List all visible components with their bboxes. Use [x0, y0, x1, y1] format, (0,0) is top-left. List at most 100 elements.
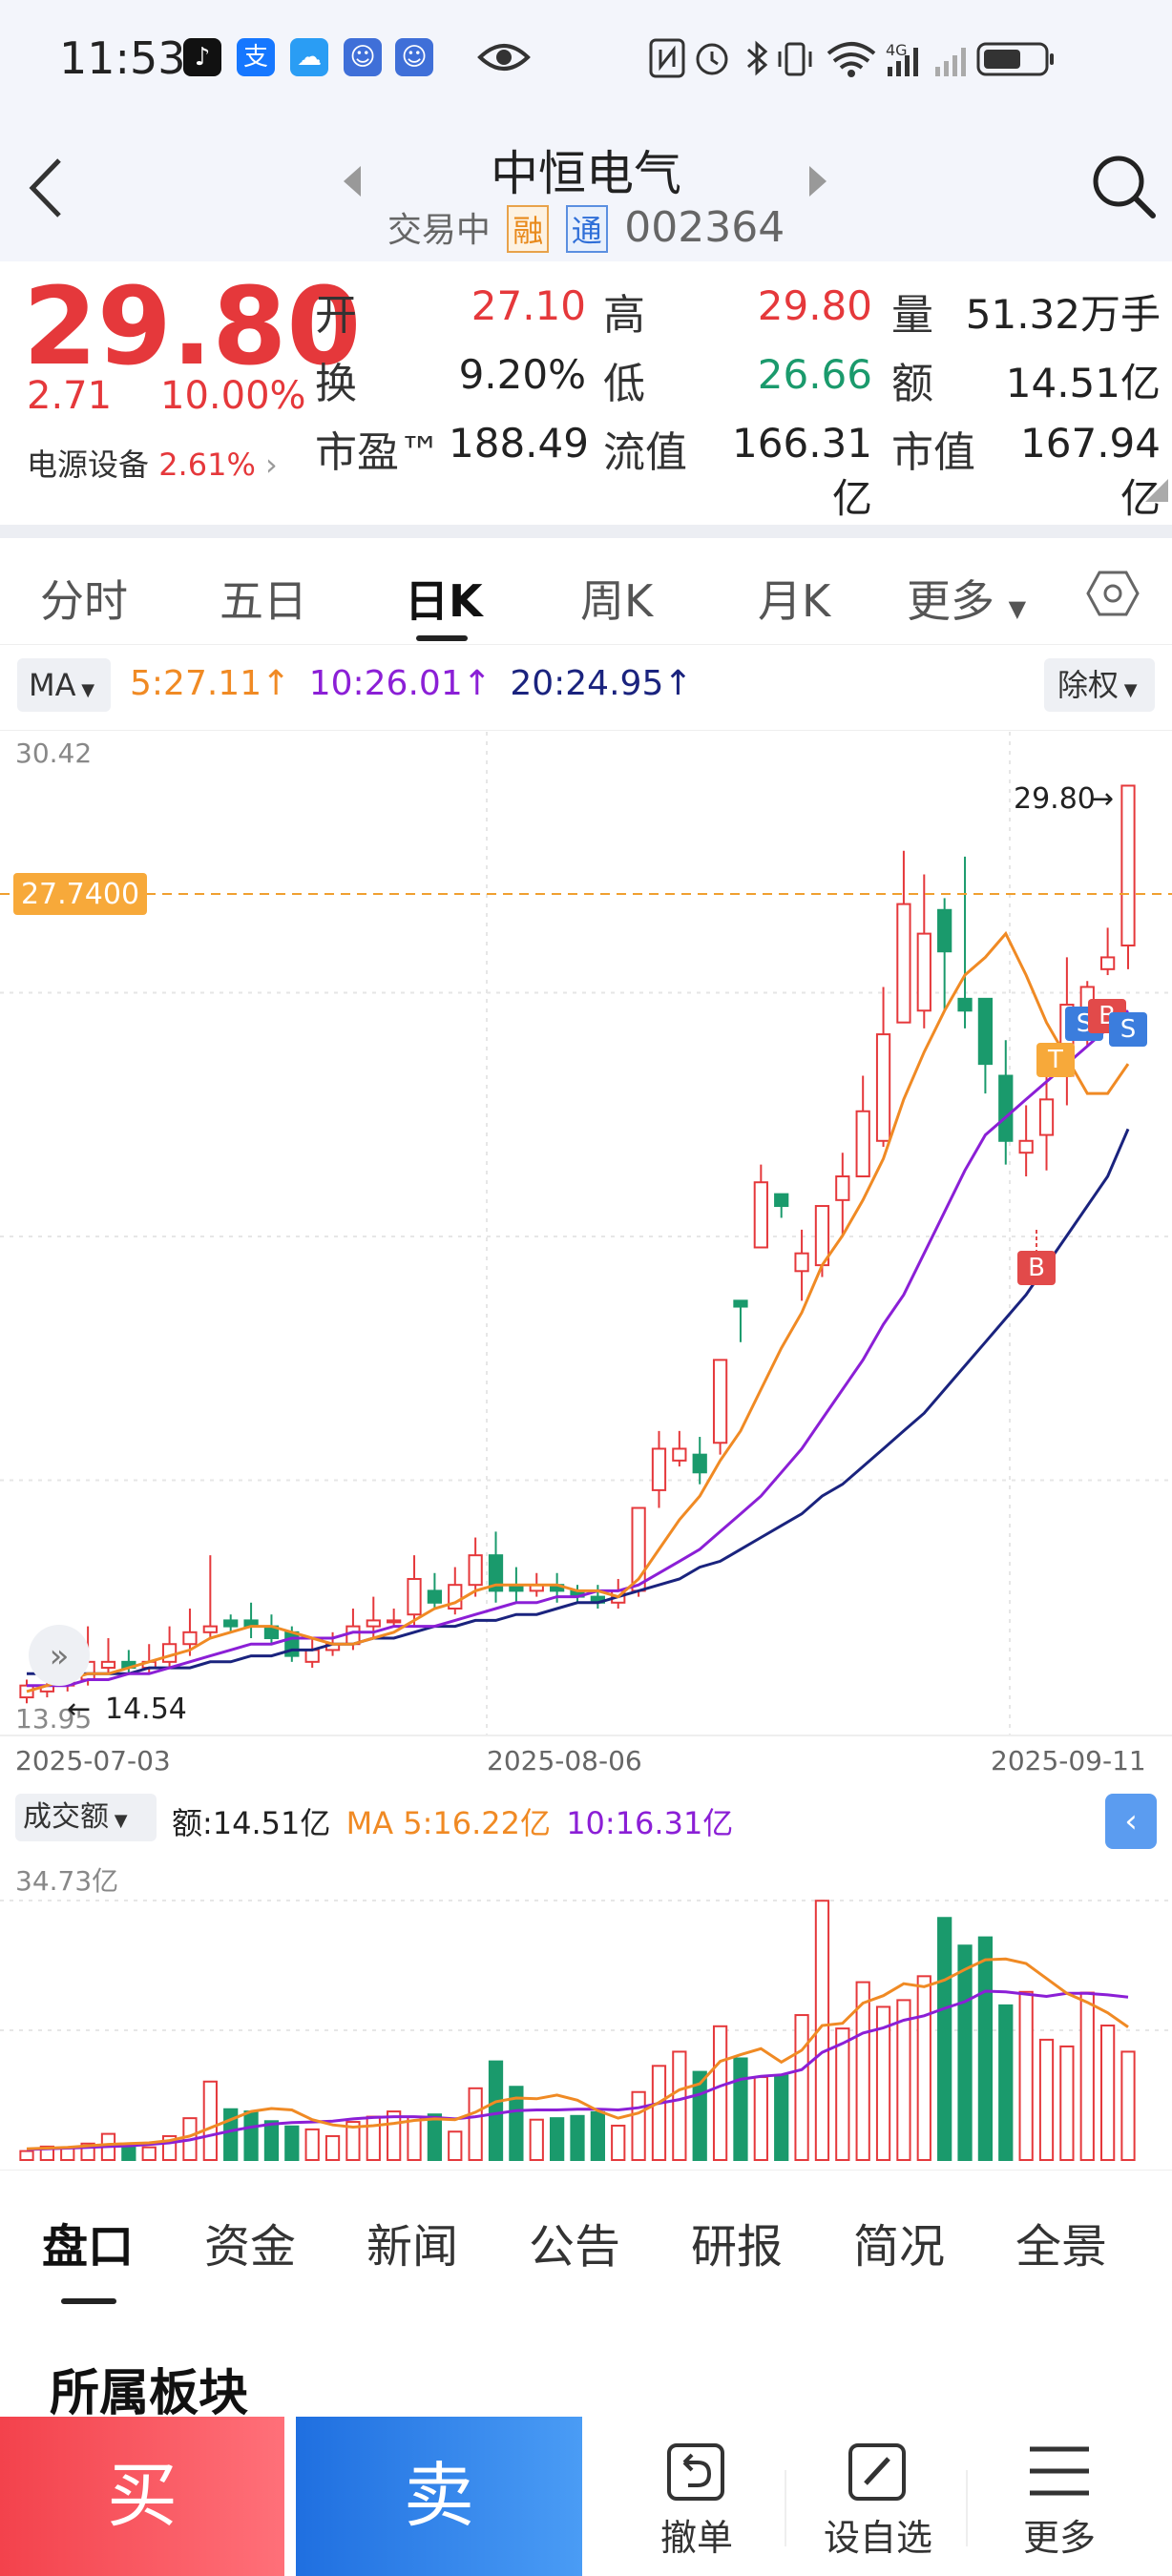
t-marker	[1036, 1043, 1075, 1077]
date-mid: 2025-08-06	[487, 1745, 642, 1776]
edit-icon	[848, 2443, 906, 2501]
candle-body	[161, 1643, 178, 1663]
prev-stock-icon[interactable]	[340, 162, 366, 200]
tab-overview[interactable]: 全景	[1015, 2220, 1108, 2274]
volume-bar	[427, 2113, 443, 2161]
volume-selector[interactable]: 成交额 ▼	[15, 1794, 157, 1841]
volume-label: 量	[891, 291, 933, 340]
sell-marker-2-label: S	[1120, 1015, 1137, 1044]
tab-news[interactable]: 新闻	[366, 2220, 459, 2274]
candle-body	[407, 1577, 422, 1616]
chart-settings-icon[interactable]	[1086, 567, 1140, 620]
tab-announcements[interactable]: 公告	[529, 2220, 621, 2274]
volume-bar	[875, 2005, 891, 2161]
tab-more[interactable]: 更多 ▼	[907, 567, 1026, 630]
eye-icon	[477, 44, 531, 71]
stock-header: 中恒电气 交易中 融 通 002364	[0, 116, 1172, 261]
sector-pct: 2.61%	[158, 447, 256, 483]
candle-body	[468, 1554, 483, 1587]
next-stock-icon[interactable]	[804, 162, 830, 200]
candle-body	[916, 932, 931, 1012]
low-value: 26.66	[757, 351, 872, 398]
corner-arrow-icon	[1145, 479, 1168, 502]
volume-bar	[651, 2065, 667, 2162]
t-marker-label: T	[1047, 1046, 1063, 1074]
candle-body	[937, 908, 952, 953]
caret-down-icon: ▼	[109, 1811, 128, 1831]
action-bar: 买 卖 撤单 设自选 更多	[0, 2417, 1172, 2576]
volume-bar	[1120, 2050, 1136, 2161]
add-watchlist-button[interactable]: 设自选	[792, 2417, 964, 2576]
ma20-up-icon: ↑	[663, 664, 693, 703]
volume-bar	[977, 1936, 994, 2161]
ma20-line	[27, 1128, 1130, 1675]
candle-body	[1120, 784, 1136, 947]
date-start: 2025-07-03	[15, 1745, 171, 1776]
current-price: 29.80	[23, 265, 362, 389]
ma5-value: 5:27.11	[130, 664, 262, 703]
kline-chart[interactable]: 27.7400 30.42 13.95 29.80 → ← 14.54 B S …	[0, 732, 1172, 1776]
candle-body	[733, 1299, 748, 1308]
candle-body	[651, 1447, 667, 1491]
max-arrow-icon: →	[1090, 782, 1114, 816]
chevron-right-icon: ›	[265, 447, 278, 483]
section-title: 所属板块	[50, 2365, 249, 2422]
tab-funds[interactable]: 资金	[204, 2220, 297, 2274]
tab-five-day[interactable]: 五日	[220, 575, 307, 627]
tab-daily-k[interactable]: 日K	[405, 575, 483, 627]
search-icon[interactable]	[1090, 153, 1159, 221]
ma-selector[interactable]: MA ▼	[17, 658, 111, 712]
adjust-selector[interactable]: 除权 ▼	[1044, 658, 1155, 712]
wifi-icon	[827, 42, 876, 77]
sell-button-label: 卖	[404, 2455, 474, 2537]
cancel-order-button[interactable]: 撤单	[611, 2417, 783, 2576]
max-price-label: 29.80	[1014, 782, 1096, 816]
volume-bar	[672, 2050, 687, 2161]
action-divider-2	[966, 2470, 968, 2546]
collapse-button	[29, 1625, 90, 1686]
sector-section: 所属板块	[0, 2313, 1172, 2422]
cancel-order-label: 撤单	[659, 2517, 733, 2559]
candle-body	[712, 1359, 728, 1444]
tab-monthly-k[interactable]: 月K	[758, 575, 831, 627]
volume-chart[interactable]	[0, 1776, 1172, 2170]
badge-rong: 融	[507, 205, 550, 253]
status-bar: 11:53 ♪ 支 ☁ ☺ ☺ 4G	[0, 0, 1172, 116]
float-cap-label: 流值	[603, 428, 687, 477]
volume-ma-lines	[26, 1957, 1129, 2151]
tab-profile[interactable]: 简况	[853, 2220, 946, 2274]
volume-bar	[366, 2115, 381, 2161]
adjust-selector-label: 除权	[1057, 667, 1120, 703]
tab-timeshare[interactable]: 分时	[40, 575, 128, 627]
active-info-tab-indicator	[61, 2298, 116, 2304]
volume-expand-button[interactable]: ‹	[1105, 1794, 1157, 1849]
volume-bar	[590, 2110, 605, 2162]
volume-bar	[387, 2110, 402, 2162]
volume-bar	[324, 2134, 341, 2161]
bluetooth-icon	[747, 40, 768, 76]
volume-bar	[488, 2060, 504, 2161]
tab-research[interactable]: 研报	[691, 2220, 784, 2274]
sell-button[interactable]: 卖	[296, 2417, 582, 2576]
turnover-value: 9.20%	[458, 351, 586, 398]
buy-button[interactable]: 买	[0, 2417, 284, 2576]
candle-body	[304, 1649, 320, 1663]
candle-body	[753, 1181, 768, 1249]
ma-indicator-bar: MA ▼ 5:27.11↑ 10:26.01↑ 20:24.95↑ 除权 ▼	[0, 645, 1172, 731]
candle-body	[957, 997, 973, 1012]
tab-orderbook[interactable]: 盘口	[42, 2220, 135, 2274]
volume-bar	[855, 1981, 870, 2161]
more-button[interactable]: 更多	[973, 2417, 1145, 2576]
sector-link[interactable]: 电源设备 2.61% ›	[27, 441, 278, 485]
buy-button-label: 买	[107, 2455, 178, 2537]
tab-weekly-k[interactable]: 周K	[580, 575, 654, 627]
buy-marker	[1017, 1251, 1056, 1285]
market-cap-label: 市值	[891, 428, 975, 477]
back-icon[interactable]	[23, 155, 71, 221]
active-tab-indicator	[416, 635, 468, 641]
weather-icon: ☁	[290, 38, 328, 76]
candle-body	[835, 1175, 850, 1201]
menu-icon	[1030, 2446, 1089, 2496]
volume-bar	[570, 2114, 585, 2162]
high-label: 高	[603, 291, 645, 340]
